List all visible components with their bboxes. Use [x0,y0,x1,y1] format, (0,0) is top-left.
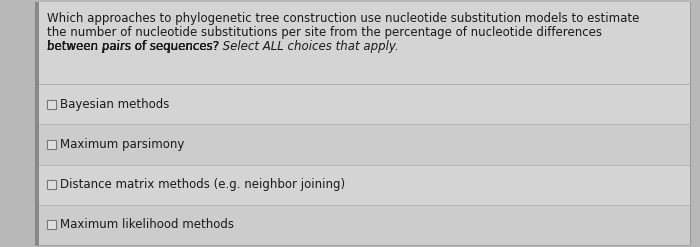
Bar [39,165,690,205]
Bar [39,2,690,84]
Bar [47,140,56,149]
Bar [47,100,56,109]
Text: the number of nucleotide substitutions per site from the percentage of nucleotid: the number of nucleotide substitutions p… [47,26,602,39]
Text: between pairs of sequences?: between pairs of sequences? [47,40,219,53]
Bar [47,220,56,229]
Text: Maximum likelihood methods: Maximum likelihood methods [60,218,234,231]
Bar [39,84,690,124]
Text: Bayesian methods: Bayesian methods [60,98,169,111]
Text: between pairs of sequences?: between pairs of sequences? [47,40,219,53]
Text: between pairs of sequences? Select ALL choices that apply.: between pairs of sequences? Select ALL c… [47,40,399,53]
Bar [39,124,690,165]
Text: Distance matrix methods (e.g. neighbor joining): Distance matrix methods (e.g. neighbor j… [60,178,345,191]
Bar [35,2,39,245]
Bar [47,180,56,189]
Text: Maximum parsimony: Maximum parsimony [60,138,184,151]
Bar [39,205,690,245]
Text: Which approaches to phylogenetic tree construction use nucleotide substitution m: Which approaches to phylogenetic tree co… [47,12,639,25]
